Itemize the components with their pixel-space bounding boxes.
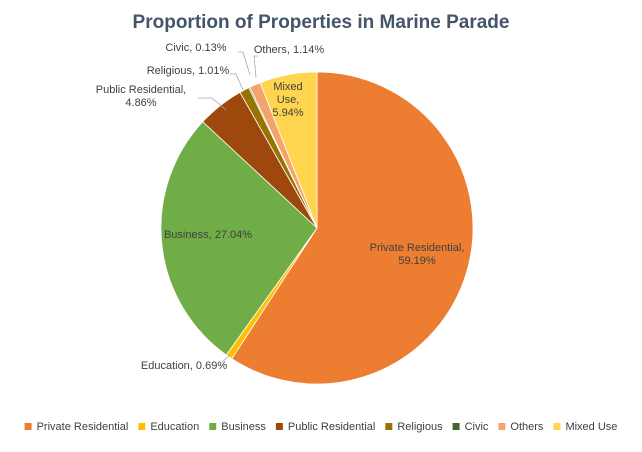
pie-slices: [160, 71, 474, 385]
leader-line-public-residential: [198, 97, 227, 111]
legend-item-education: Education: [138, 421, 199, 433]
legend-item-business: Business: [209, 421, 266, 433]
legend-swatch-private-residential: [24, 423, 32, 430]
data-label-civic: Civic, 0.13%: [165, 42, 226, 54]
slice-mixed-use: [259, 71, 318, 229]
legend-item-religious: Religious: [385, 421, 443, 433]
data-label-public-residential: Public Residential, 4.86%: [96, 84, 187, 109]
data-label-private-residential: Private Residential, 59.19%: [370, 242, 465, 267]
leader-line-religious: [230, 73, 244, 91]
legend-swatch-business: [209, 423, 217, 430]
legend-item-public-residential: Public Residential: [275, 421, 375, 433]
leader-line-civic: [238, 51, 251, 76]
legend-swatch-mixed-use: [553, 423, 561, 430]
legend-label-private-residential: Private Residential: [37, 421, 129, 433]
legend-swatch-civic: [452, 423, 460, 430]
legend-label-business: Business: [221, 421, 266, 433]
legend: Private Residential Education Business Publ…: [24, 421, 617, 433]
legend-swatch-education: [138, 423, 146, 430]
leader-line-education: [221, 354, 231, 363]
data-labels: Private Residential, 59.19% Education, 0.6…: [96, 42, 465, 372]
data-label-education: Education, 0.69%: [141, 360, 227, 372]
leader-line-others: [253, 55, 258, 79]
legend-label-others: Others: [510, 421, 544, 433]
legend-swatch-others: [498, 423, 506, 430]
legend-label-public-residential: Public Residential: [288, 421, 375, 433]
data-label-others: Others, 1.14%: [254, 44, 325, 56]
legend-label-civic: Civic: [465, 421, 489, 433]
legend-label-mixed-use: Mixed Use: [565, 421, 617, 433]
legend-item-mixed-use: Mixed Use: [553, 421, 617, 433]
legend-item-private-residential: Private Residential: [24, 421, 129, 433]
legend-item-others: Others: [498, 421, 544, 433]
slice-private-residential: [231, 71, 474, 385]
data-label-religious: Religious, 1.01%: [147, 65, 230, 77]
data-label-business: Business, 27.04%: [164, 229, 252, 241]
slice-business: [160, 121, 318, 356]
chart-title: Proportion of Properties in Marine Parad…: [133, 12, 510, 33]
legend-label-religious: Religious: [397, 421, 443, 433]
legend-swatch-religious: [385, 423, 393, 430]
legend-label-education: Education: [150, 421, 199, 433]
leader-lines: [198, 51, 258, 363]
legend-item-civic: Civic: [452, 421, 489, 433]
data-label-mixed-use: Mixed Use, 5.94%: [272, 81, 303, 119]
legend-swatch-public-residential: [275, 423, 283, 430]
